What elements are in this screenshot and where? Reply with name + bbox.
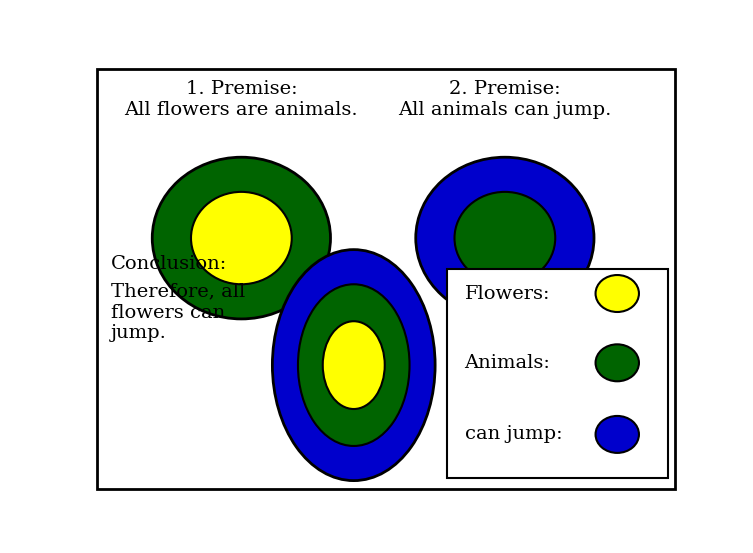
Text: Animals:: Animals:: [465, 354, 550, 372]
Text: Conclusion:: Conclusion:: [111, 255, 227, 273]
Ellipse shape: [323, 321, 385, 409]
Ellipse shape: [596, 345, 639, 381]
Ellipse shape: [596, 416, 639, 453]
Text: 1. Premise:
All flowers are animals.: 1. Premise: All flowers are animals.: [124, 80, 358, 119]
Text: Flowers:: Flowers:: [465, 284, 550, 302]
Ellipse shape: [416, 157, 594, 319]
FancyBboxPatch shape: [447, 269, 668, 478]
Ellipse shape: [455, 192, 555, 284]
Ellipse shape: [596, 275, 639, 312]
Ellipse shape: [298, 284, 410, 446]
Ellipse shape: [273, 249, 435, 481]
Ellipse shape: [152, 157, 331, 319]
Text: 2. Premise:
All animals can jump.: 2. Premise: All animals can jump.: [398, 80, 611, 119]
Ellipse shape: [191, 192, 291, 284]
Text: Therefore, all
flowers can
jump.: Therefore, all flowers can jump.: [111, 283, 245, 342]
Text: can jump:: can jump:: [465, 425, 562, 444]
